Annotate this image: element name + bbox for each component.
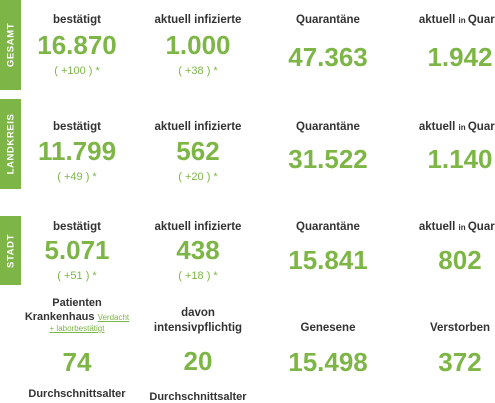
stadt-bestaetigt-label: bestätigt	[53, 221, 101, 233]
section-tag-landkreis: LANDKREIS	[0, 99, 21, 189]
gesamt-infizierte-delta: ( +38 ) *	[178, 65, 218, 77]
durchschnittsalter-label-2: Durchschnittsalter	[149, 391, 247, 403]
landkreis-infizierte-value: 562	[176, 136, 220, 166]
verstorbene: Verstorben 372	[395, 322, 495, 375]
gesamt-quarantaene-label: Quarantäne	[296, 14, 360, 26]
durchschnittsalter-2: Durchschnittsalter	[140, 391, 256, 403]
gesamt-quarantaene-value: 47.363	[288, 42, 368, 72]
landkreis-in-quar-value: 1.140	[427, 144, 493, 174]
verstorbene-value: 372	[438, 347, 482, 377]
stadt-infizierte-delta: ( +18 ) *	[178, 270, 218, 282]
verstorbene-label: Verstorben	[429, 322, 491, 334]
gesamt-infizierte-label: aktuell infizierte	[154, 14, 242, 26]
patienten-krankenhaus: Patienten Krankenhaus Verdacht + laborbe…	[22, 297, 132, 375]
intensiv-label-1: davon	[181, 307, 215, 319]
stadt-infizierte-label: aktuell infizierte	[154, 221, 242, 233]
landkreis-infizierte-delta: ( +20 ) *	[178, 171, 218, 183]
landkreis-quarantaene-label: Quarantäne	[296, 121, 360, 133]
gesamt-in-quarantaene: aktuell in Quara 1.942	[395, 14, 495, 70]
gesamt-in-quar-label: aktuell in Quara	[418, 14, 495, 26]
patienten-value: 74	[62, 347, 92, 377]
section-tag-gesamt: GESAMT	[0, 0, 21, 90]
intensiv-value: 20	[183, 346, 213, 376]
section-tag-stadt: STADT	[0, 216, 21, 285]
stadt-infizierte: aktuell infizierte 438 ( +18 ) *	[140, 221, 256, 282]
landkreis-quarantaene-value: 31.522	[288, 144, 368, 174]
landkreis-bestaetigt-value: 11.799	[37, 136, 117, 166]
landkreis-infizierte: aktuell infizierte 562 ( +20 ) *	[140, 121, 256, 183]
stadt-quarantaene-label: Quarantäne	[296, 221, 360, 233]
gesamt-infizierte: aktuell infizierte 1.000 ( +38 ) *	[140, 14, 256, 77]
stadt-in-quar-value: 802	[438, 245, 482, 275]
landkreis-in-quar-label: aktuell in Quara	[418, 121, 495, 133]
gesamt-quarantaene: Quarantäne 47.363	[268, 14, 388, 70]
stadt-bestaetigt-delta: ( +51 ) *	[57, 270, 97, 282]
landkreis-bestaetigt: bestätigt 11.799 ( +49 ) *	[22, 121, 132, 183]
stadt-in-quarantaene: aktuell in Quara 802	[395, 221, 495, 273]
stadt-in-quar-label: aktuell in Quara	[418, 221, 495, 233]
patienten-label-2: Krankenhaus Verdacht	[24, 311, 130, 323]
stadt-quarantaene-value: 15.841	[288, 245, 368, 275]
genesene: Genesene 15.498	[268, 322, 388, 375]
gesamt-bestaetigt: bestätigt 16.870 ( +100 ) *	[22, 14, 132, 77]
patienten-label-3: + laborbestätigt	[49, 324, 105, 333]
landkreis-in-quarantaene: aktuell in Quara 1.140	[395, 121, 495, 172]
stadt-infizierte-value: 438	[176, 235, 220, 265]
stadt-bestaetigt: bestätigt 5.071 ( +51 ) *	[22, 221, 132, 282]
gesamt-bestaetigt-value: 16.870	[37, 30, 117, 60]
gesamt-in-quar-value: 1.942	[427, 42, 493, 72]
landkreis-bestaetigt-delta: ( +49 ) *	[57, 171, 97, 183]
intensivpflichtig: davon intensivpflichtig 20	[140, 307, 256, 374]
durchschnittsalter-1: Durchschnittsalter	[22, 388, 132, 400]
intensiv-label-2: intensivpflichtig	[153, 322, 243, 334]
genesene-value: 15.498	[288, 347, 368, 377]
landkreis-infizierte-label: aktuell infizierte	[154, 121, 242, 133]
landkreis-bestaetigt-label: bestätigt	[53, 121, 101, 133]
durchschnittsalter-label-1: Durchschnittsalter	[28, 388, 126, 400]
gesamt-infizierte-value: 1.000	[165, 30, 231, 60]
stadt-quarantaene: Quarantäne 15.841	[268, 221, 388, 273]
gesamt-bestaetigt-delta: ( +100 ) *	[54, 65, 100, 77]
gesamt-bestaetigt-label: bestätigt	[53, 14, 101, 26]
patienten-label-1: Patienten	[52, 297, 102, 309]
landkreis-quarantaene: Quarantäne 31.522	[268, 121, 388, 172]
genesene-label: Genesene	[300, 322, 356, 334]
stadt-bestaetigt-value: 5.071	[44, 235, 110, 265]
